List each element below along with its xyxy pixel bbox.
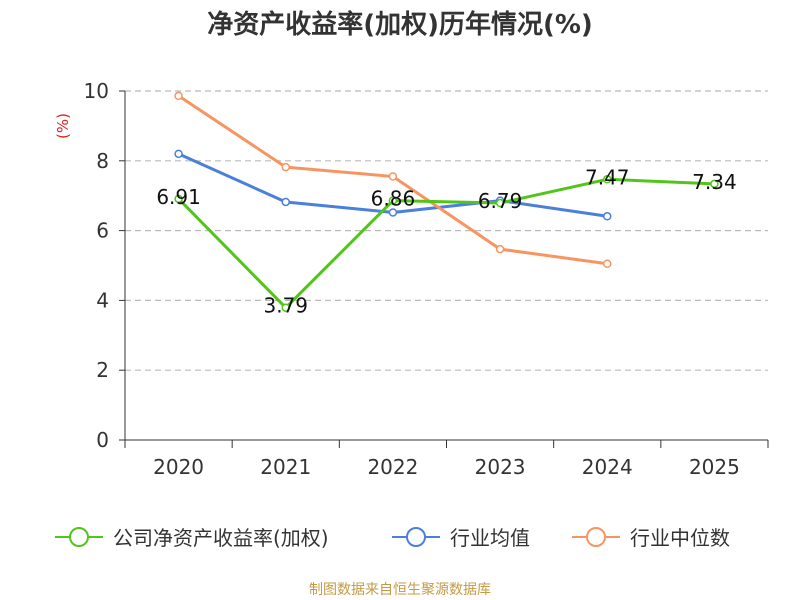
x-tick-label: 2022: [367, 455, 418, 479]
source-note: 制图数据来自恒生聚源数据库: [309, 582, 491, 598]
data-labels: 6.91 3.79 6.86 6.79 7.47 7.34: [156, 165, 736, 317]
y-axis-label: (%): [54, 113, 72, 139]
legend-marker: [406, 527, 426, 547]
data-point: [388, 172, 398, 181]
data-point: [603, 212, 612, 221]
data-point: [388, 196, 398, 205]
data-point: [174, 91, 183, 101]
legend-marker: [586, 527, 606, 547]
data-label: 3.79: [263, 294, 308, 318]
x-tick-label: 2025: [689, 455, 740, 479]
chart-title: 净资产收益率(加权)历年情况(%): [207, 9, 593, 40]
legend-label: 行业均值: [450, 526, 530, 550]
data-point: [281, 162, 290, 172]
data-label: 6.79: [478, 189, 523, 213]
legend-label: 行业中位数: [630, 526, 730, 550]
y-tick-label: 2: [96, 358, 109, 382]
data-point: [495, 198, 505, 208]
y-tick-label: 0: [96, 428, 109, 452]
data-label: 7.34: [692, 170, 737, 194]
y-tick-label: 4: [96, 288, 109, 312]
x-tick-label: 2020: [153, 455, 204, 479]
legend-marker: [69, 527, 89, 547]
data-point: [388, 208, 398, 217]
axes: 0 2 4 6 8 10 2020 2021 2022 2023 2024 2025: [84, 79, 769, 479]
data-label: 6.91: [156, 185, 201, 209]
x-tick-label: 2023: [475, 455, 526, 479]
data-point: [495, 244, 505, 254]
data-point: [603, 175, 612, 184]
data-point: [281, 197, 290, 207]
y-tick-label: 6: [96, 219, 109, 243]
data-point: [603, 259, 612, 269]
data-point: [174, 194, 183, 204]
y-tick-label: 10: [84, 79, 109, 103]
data-point: [710, 179, 719, 189]
data-point: [281, 303, 290, 312]
data-point: [174, 149, 183, 159]
series-line-0: [177, 177, 715, 310]
x-tick-label: 2024: [582, 455, 633, 479]
y-tick-label: 8: [96, 149, 109, 173]
x-tick-label: 2021: [260, 455, 311, 479]
data-label: 7.47: [585, 165, 630, 189]
series-group: [174, 91, 719, 312]
data-label: 6.86: [371, 187, 416, 211]
grid-lines: [125, 90, 768, 371]
legend-label: 公司净资产收益率(加权): [113, 526, 329, 550]
legend: 公司净资产收益率(加权) 行业均值 行业中位数: [55, 526, 730, 550]
